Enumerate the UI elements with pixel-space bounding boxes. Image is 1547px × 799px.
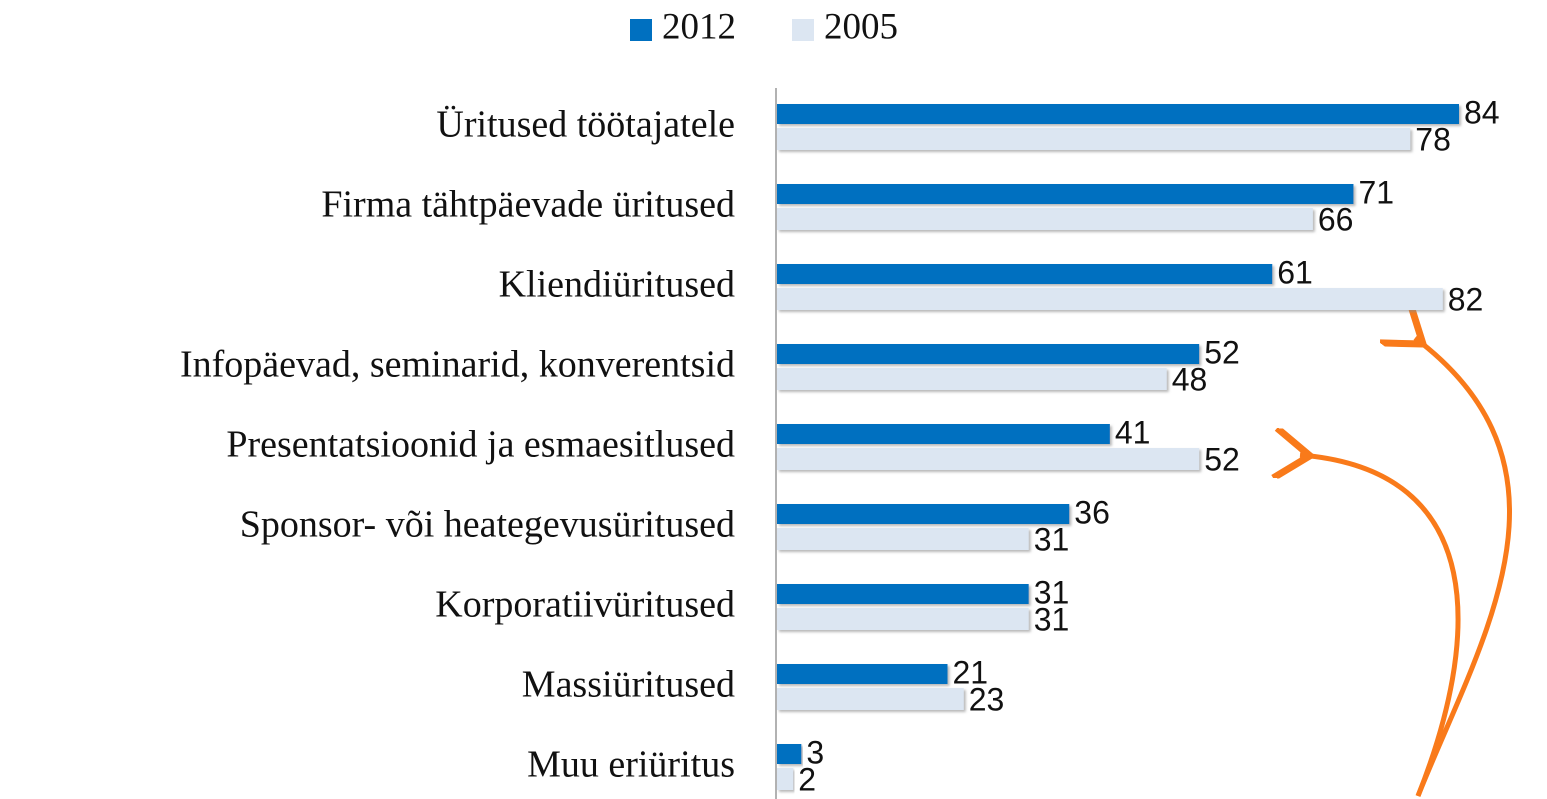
bar bbox=[777, 688, 964, 710]
category-label: Kliendiüritused bbox=[499, 264, 735, 306]
category-label: Presentatsioonid ja esmaesitlused bbox=[226, 424, 735, 466]
data-label: 78 bbox=[1415, 121, 1451, 157]
bar bbox=[777, 528, 1029, 550]
data-label: 23 bbox=[969, 681, 1005, 717]
data-label: 82 bbox=[1448, 281, 1484, 317]
data-label: 31 bbox=[1034, 574, 1070, 610]
bar bbox=[777, 504, 1070, 524]
bar bbox=[777, 424, 1110, 444]
category-label: Massiüritused bbox=[522, 664, 735, 706]
data-label: 36 bbox=[1074, 494, 1110, 530]
data-label: 48 bbox=[1172, 361, 1208, 397]
bar bbox=[777, 264, 1273, 284]
data-label: 21 bbox=[953, 654, 989, 690]
bar bbox=[777, 104, 1459, 124]
bar bbox=[777, 128, 1411, 150]
arrow bbox=[1300, 455, 1461, 797]
category-label: Sponsor- või heategevusüritused bbox=[240, 504, 735, 546]
category-label: Üritused töötajatele bbox=[436, 104, 735, 146]
bar bbox=[777, 664, 948, 684]
category-label: Infopäevad, seminarid, konverentsid bbox=[180, 344, 735, 386]
category-label: Muu eriüritus bbox=[527, 744, 735, 786]
bar bbox=[777, 368, 1167, 390]
legend-label: 2012 bbox=[662, 6, 736, 47]
data-label: 41 bbox=[1115, 414, 1151, 450]
bar bbox=[777, 448, 1200, 470]
data-label: 84 bbox=[1464, 94, 1500, 130]
data-label: 31 bbox=[1034, 521, 1070, 557]
arrow bbox=[1415, 338, 1513, 797]
bar bbox=[777, 768, 794, 790]
data-label: 31 bbox=[1034, 601, 1070, 637]
bar bbox=[777, 208, 1313, 230]
legend-swatch bbox=[792, 19, 814, 41]
bar bbox=[777, 288, 1443, 310]
data-label: 2 bbox=[798, 761, 816, 797]
category-label: Firma tähtpäevade üritused bbox=[321, 184, 735, 226]
data-label: 3 bbox=[806, 734, 824, 770]
data-label: 66 bbox=[1318, 201, 1354, 237]
data-label: 61 bbox=[1277, 254, 1313, 290]
legend-swatch bbox=[630, 19, 652, 41]
bar bbox=[777, 744, 802, 764]
bar bbox=[777, 584, 1029, 604]
data-label: 52 bbox=[1204, 441, 1240, 477]
category-label: Korporatiivüritused bbox=[435, 584, 735, 626]
bar bbox=[777, 184, 1354, 204]
bar bbox=[777, 344, 1200, 364]
legend-label: 2005 bbox=[824, 6, 898, 47]
bar bbox=[777, 608, 1029, 630]
data-label: 71 bbox=[1358, 174, 1394, 210]
data-label: 52 bbox=[1204, 334, 1240, 370]
